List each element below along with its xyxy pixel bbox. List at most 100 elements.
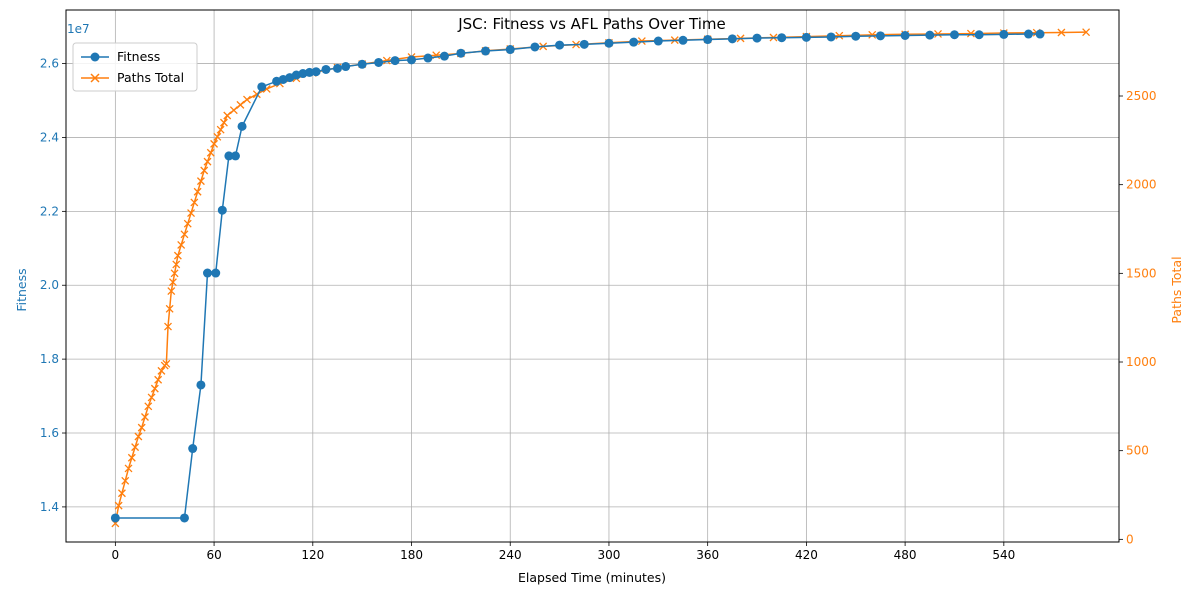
chart-title: JSC: Fitness vs AFL Paths Over Time [457,15,726,33]
fitness-point [179,513,189,523]
y-left-tick-label: 1.8 [40,352,59,366]
paths-total-point [121,476,130,485]
fitness-point [439,51,449,61]
paths-total-point [164,322,172,331]
paths-total-point [229,106,238,115]
paths-total-point [154,375,163,384]
legend: Fitness Paths Total [72,42,198,92]
paths-total-point [216,125,225,134]
paths-total-point [165,304,174,313]
paths-total-point [167,287,176,296]
paths-total-point [835,31,844,40]
paths-total-point [183,219,192,228]
paths-total-point [190,198,199,207]
y-left-tick-label: 2.0 [40,278,59,292]
fitness-point [851,31,861,41]
fitness-point [801,32,811,42]
fitness-point [110,513,120,523]
paths-total-point [187,209,196,218]
paths-total-point [180,230,189,239]
paths-total-point [1082,28,1091,37]
fitness-point [407,55,417,65]
fitness-point [321,64,331,74]
fitness-point [703,35,713,45]
paths-total-point [200,166,209,175]
series-layer [110,28,1091,528]
paths-total-point [124,464,133,473]
paths-total-point [172,260,181,269]
x-tick-label: 120 [301,548,324,562]
fitness-point [505,45,515,55]
y-right-tick-label: 0 [1126,532,1134,546]
fitness-point [826,32,836,42]
fitness-point [237,121,247,131]
paths-total-point [168,278,177,287]
legend-paths-marker [90,73,100,83]
paths-total-point [131,443,140,452]
paths-total-point [203,157,212,166]
paths-total-point [157,366,166,375]
paths-total-point [114,501,123,510]
fitness-point [530,42,540,52]
paths-total-point [206,148,215,157]
legend-fitness-label: Fitness [117,49,160,64]
y-right-tick-label: 2500 [1126,89,1157,103]
y-axis-exponent-label: 1e7 [67,22,90,36]
legend-paths-label: Paths Total [117,70,184,85]
x-tick-label: 60 [206,548,221,562]
fitness-point [196,380,206,390]
fitness-point [230,151,240,161]
paths-total-line [114,31,1087,524]
fitness-point [900,30,910,40]
y-right-tick-label: 1500 [1126,266,1157,280]
x-tick-label: 300 [598,548,621,562]
grid-lines [66,10,1119,542]
paths-total-point [219,118,228,127]
fitness-point [653,36,663,46]
paths-total-point [934,29,942,38]
fitness-point [390,56,400,66]
paths-total-point [144,402,153,411]
fitness-point [311,67,321,77]
paths-total-point [1057,28,1066,37]
fitness-point [257,82,267,92]
x-tick-label: 480 [894,548,917,562]
fitness-point [188,444,198,454]
x-axis-label: Elapsed Time (minutes) [518,570,666,585]
paths-total-point [966,29,975,38]
paths-total-point [127,453,136,462]
fitness-point [777,33,787,43]
fitness-point [727,34,737,44]
paths-total-point [210,139,219,148]
paths-total-point [137,423,146,432]
y-left-tick-label: 1.6 [40,426,59,440]
fitness-point [949,30,959,40]
x-tick-label: 360 [696,548,719,562]
y-left-tick-label: 2.2 [40,204,59,218]
legend-fitness-marker [90,52,100,62]
paths-total-point [213,132,222,141]
x-tick-label: 420 [795,548,818,562]
paths-total-point [141,413,149,421]
x-tick-label: 180 [400,548,423,562]
paths-total-point [147,393,156,402]
y-right-tick-label: 1000 [1126,355,1157,369]
y-axis-label-right: Paths Total [1169,256,1184,323]
fitness-point [1024,29,1034,39]
paths-total-point [177,241,186,249]
fitness-point [481,46,491,56]
paths-total-point [170,269,179,278]
fitness-point [211,268,221,278]
x-tick-label: 0 [112,548,120,562]
fitness-point [332,63,342,73]
x-tick-label: 240 [499,548,522,562]
fitness-point [305,67,315,77]
paths-total-point [382,56,391,65]
fitness-point [629,37,639,47]
fitness-point [341,62,351,72]
fitness-point [875,31,885,41]
y-right-tick-label: 2000 [1126,178,1157,192]
fitness-point [217,205,227,215]
paths-total-point [868,30,877,39]
